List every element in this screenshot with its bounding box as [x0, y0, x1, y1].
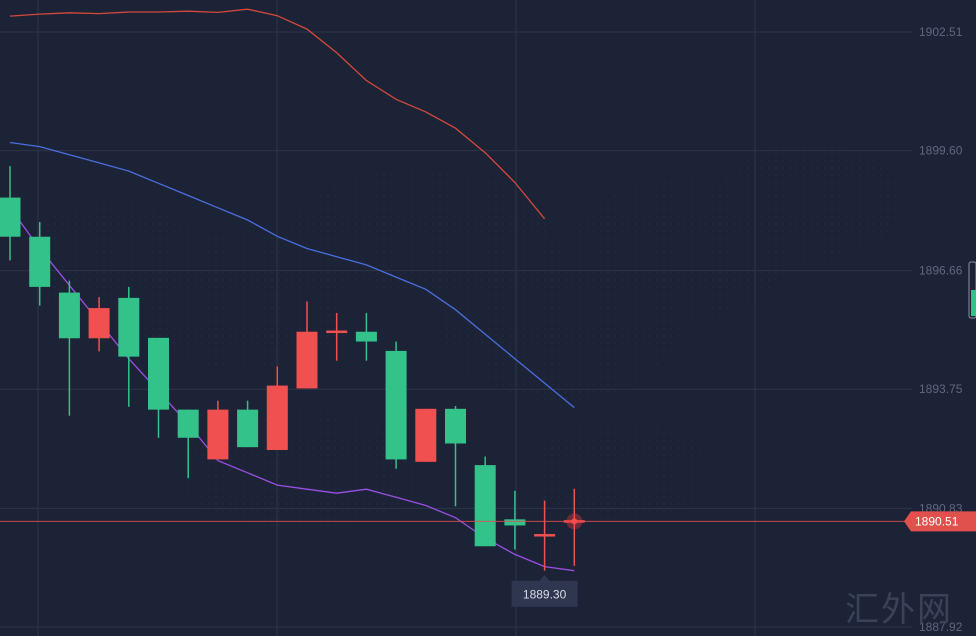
current-price-dot: [571, 518, 578, 525]
current-price-label: 1890.51: [915, 514, 959, 528]
candle-body: [474, 465, 496, 547]
indicator-line-2: [9, 141, 575, 409]
candle-body: [266, 385, 288, 451]
candle-body: [504, 519, 526, 526]
candle: [296, 301, 318, 389]
watermark-text: 汇外网: [845, 590, 953, 630]
scale-widget: [968, 261, 976, 319]
candle: [355, 312, 377, 361]
candle: [58, 280, 80, 416]
candle-body: [177, 409, 199, 438]
candle-body: [58, 292, 80, 339]
candle-body: [445, 408, 466, 444]
candle: [474, 456, 496, 547]
candle: [118, 286, 140, 407]
candle: [326, 312, 348, 361]
candle: [88, 297, 110, 352]
candle-body: [29, 236, 51, 287]
low-price-marker-bg: [511, 574, 578, 607]
candle-body: [88, 308, 110, 339]
candle: [445, 405, 466, 507]
y-tick-label: 1896.66: [919, 264, 963, 278]
y-tick-label: 1887.92: [919, 620, 963, 634]
candle-body: [415, 408, 437, 462]
candle-body: [237, 409, 259, 448]
y-tick-label: 1902.51: [919, 25, 963, 39]
candle-body: [296, 331, 318, 389]
candle: [207, 400, 229, 460]
candle: [534, 500, 556, 571]
y-tick-label: 1899.60: [919, 144, 963, 158]
candle-body: [326, 330, 348, 334]
candle: [237, 400, 259, 448]
candle-body: [118, 297, 140, 357]
candle: [266, 366, 288, 451]
candle: [148, 337, 169, 438]
scale-widget-fill: [971, 290, 976, 316]
candle: [29, 222, 51, 306]
candle: [0, 166, 21, 261]
y-tick-label: 1893.75: [919, 382, 963, 396]
candle: [415, 408, 437, 462]
low-price-marker: 1889.30: [511, 574, 578, 607]
candle-body: [0, 197, 21, 237]
candle: [385, 341, 407, 469]
low-price-label: 1889.30: [523, 588, 567, 602]
candle: [504, 490, 526, 550]
current-price-tag-bg: [904, 511, 976, 532]
candle-body: [534, 534, 556, 537]
candle-body: [148, 337, 169, 410]
candle-body: [207, 409, 229, 460]
indicator-line-1: [9, 8, 546, 220]
candle-body: [355, 331, 377, 342]
current-price-tag: 1890.51: [904, 511, 976, 532]
candle-body: [385, 350, 407, 460]
candle: [177, 409, 199, 479]
